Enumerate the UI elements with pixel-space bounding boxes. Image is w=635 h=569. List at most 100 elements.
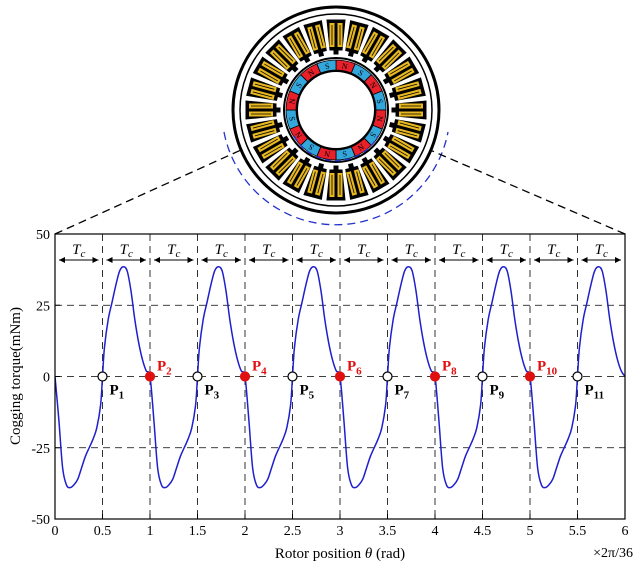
y-tick-label: 0 <box>43 371 50 386</box>
period-label: Tc <box>500 242 513 260</box>
magnet-pole-label: N <box>356 142 366 153</box>
stator-slot <box>252 134 290 164</box>
point-label: P10 <box>537 359 558 378</box>
arrow-head-right <box>567 257 574 263</box>
magnet-pole-label: N <box>306 68 316 79</box>
magnet-pole-label: S <box>294 81 304 90</box>
stator-slot <box>391 100 427 120</box>
point-marker <box>429 371 441 382</box>
point-marker <box>477 371 488 382</box>
stator-slot <box>373 39 407 73</box>
stator-slot <box>388 119 426 143</box>
point-marker <box>524 371 536 382</box>
period-label: Tc <box>357 242 370 260</box>
y-axis: -50 -25 0 25 50 <box>31 228 60 528</box>
stator-slot <box>360 156 390 194</box>
arrow-head-left <box>296 257 303 263</box>
point-label: P7 <box>395 383 410 402</box>
point-marker <box>192 371 203 382</box>
x-tick-label: 6 <box>622 524 629 539</box>
zoom-line-right <box>429 149 626 235</box>
point-label: P1 <box>110 383 125 402</box>
y-axis-label: Cogging torque(mNm) <box>8 307 24 445</box>
stator-slot <box>388 77 426 101</box>
arrow-head-left <box>201 257 208 263</box>
stator-slot <box>265 39 299 73</box>
arrow-head-left <box>249 257 255 263</box>
point-marker <box>239 371 251 382</box>
arrow-head-right <box>520 257 526 263</box>
zoom-line-left <box>54 149 242 235</box>
x-tick-label: 1 <box>147 524 154 539</box>
arrow-head-right <box>235 257 241 263</box>
x-tick-label: 3 <box>337 524 344 539</box>
period-label: Tc <box>262 242 275 260</box>
period-label: Tc <box>547 242 560 260</box>
arrow-head-left <box>439 257 445 263</box>
magnet-pole-label: N <box>368 80 379 90</box>
stator-slot <box>382 134 420 164</box>
arrow-head-right <box>377 257 384 263</box>
stator-slot <box>373 147 407 181</box>
magnet-pole-label: N <box>294 130 305 140</box>
stator-slot <box>252 56 290 86</box>
stator-yoke <box>239 13 433 207</box>
point-label: P4 <box>252 359 267 378</box>
period-label: Tc <box>405 242 418 260</box>
zoom-arc-outer <box>223 131 449 226</box>
y-tick-label: 50 <box>36 228 50 243</box>
arrow-head-right <box>92 257 99 263</box>
stator-slot <box>382 56 420 86</box>
magnet-pole-label: N <box>323 149 331 159</box>
point-label: P2 <box>157 359 172 378</box>
stator-slot <box>282 26 312 64</box>
zero-crossing-points: P1 P2 P3 P4 P5 P6 P7 P8 P9 P10 P11 <box>97 359 605 402</box>
point-label: P8 <box>442 359 457 378</box>
y-tick-label: -25 <box>31 442 50 457</box>
point-label: P5 <box>300 383 315 402</box>
magnet-pole-label: S <box>288 116 298 122</box>
stator-slot <box>360 26 390 64</box>
arrow-head-left <box>581 257 588 263</box>
magnet-pole-label: N <box>375 115 385 123</box>
point-marker <box>334 371 346 382</box>
x-tick-label: 4.5 <box>474 524 492 539</box>
x-tick-label: 2.5 <box>284 524 302 539</box>
magnet-pole-label: S <box>307 142 316 152</box>
arrow-head-left <box>344 257 350 263</box>
period-label: Tc <box>452 242 465 260</box>
rotor-bore <box>296 70 376 150</box>
stator-slot <box>246 77 284 101</box>
period-annotations: Tc Tc Tc Tc Tc Tc Tc Tc Tc Tc Tc Tc <box>59 242 621 263</box>
stator-slot <box>282 156 312 194</box>
stator-slot <box>326 19 346 55</box>
magnet-pole-label: S <box>368 130 378 139</box>
arrow-head-left <box>59 257 65 263</box>
arrow-head-right <box>187 257 194 263</box>
arrow-head-right <box>282 257 289 263</box>
arrow-head-right <box>615 257 621 263</box>
arrow-head-left <box>534 257 540 263</box>
period-label: Tc <box>310 242 323 260</box>
y-tick-label: -50 <box>31 513 50 528</box>
stator-slot <box>265 147 299 181</box>
x-tick-label: 3.5 <box>379 524 397 539</box>
x-axis-label: Rotor position θ (rad) <box>275 546 405 562</box>
arrow-head-right <box>425 257 431 263</box>
period-label: Tc <box>595 242 608 260</box>
point-marker <box>144 371 156 382</box>
x-tick-label: 1.5 <box>189 524 207 539</box>
magnet-pole-label: S <box>342 149 348 159</box>
arrow-head-left <box>154 257 160 263</box>
x-tick-label: 5.5 <box>569 524 587 539</box>
x-unit-note: ×2π/36 <box>593 546 633 561</box>
point-marker <box>382 371 393 382</box>
arrow-head-right <box>472 257 479 263</box>
x-axis: 0 0.5 1 1.5 2 2.5 3 3.5 4 4.5 5 5.5 6 <box>52 514 629 539</box>
point-label: P11 <box>585 383 605 402</box>
magnet-pole-label: N <box>341 61 349 71</box>
x-tick-label: 5 <box>527 524 534 539</box>
